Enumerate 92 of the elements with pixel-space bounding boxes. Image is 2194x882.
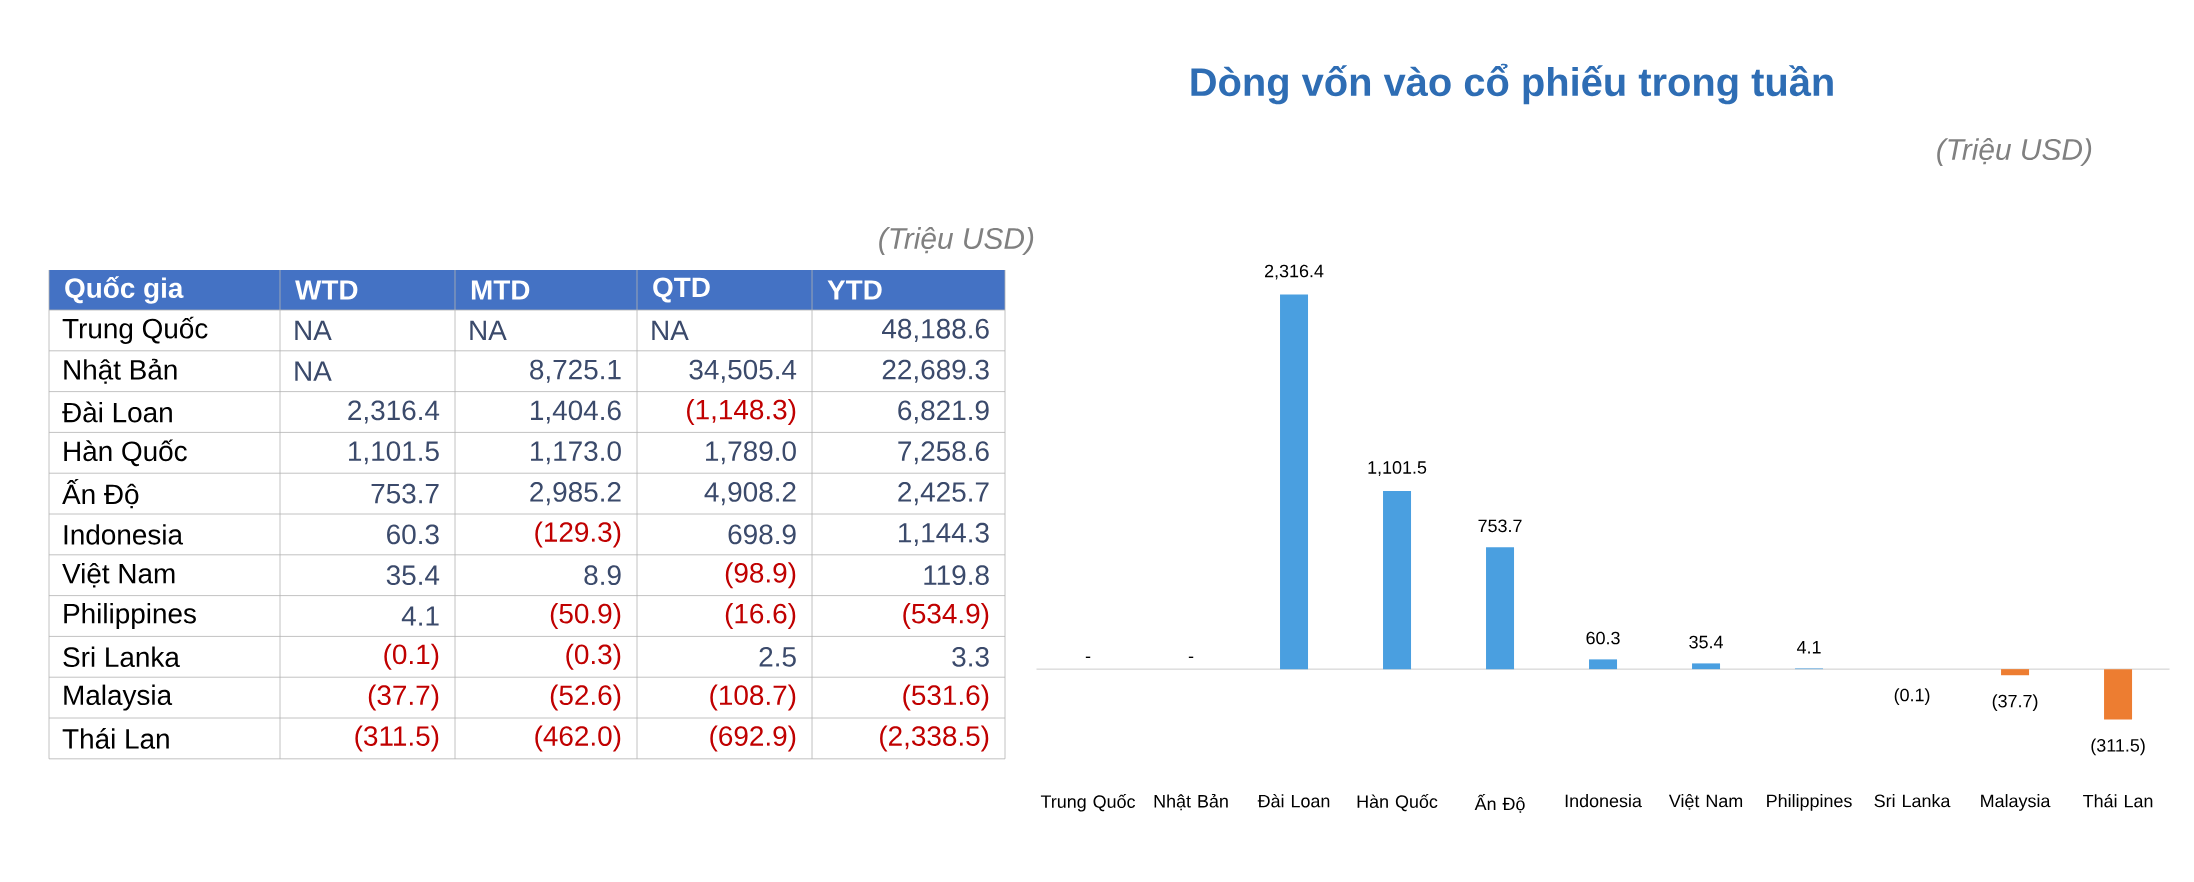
data-label: 60.3 (1586, 631, 1620, 645)
data-label: 7,258.6 (898, 441, 989, 465)
data-label: 35.4 (386, 565, 440, 586)
data-label: 22,689.3 (882, 359, 989, 383)
x-tick-label: Indonesia (1565, 794, 1642, 808)
data-label: 4.1 (401, 606, 439, 626)
category-label: Indonesia (64, 524, 184, 545)
data-label: (37.7) (368, 684, 439, 711)
data-label: (462.0) (535, 725, 621, 752)
data-label: 2,316.4 (348, 400, 440, 424)
bar (2104, 669, 2133, 720)
bar (1589, 659, 1618, 670)
data-label: 35.4 (1689, 635, 1723, 649)
data-label: (534.9) (903, 603, 989, 630)
data-label: 34,505.4 (689, 359, 797, 383)
data-label: 1,101.5 (349, 441, 439, 465)
text: - (1085, 656, 1091, 659)
text: QTD (653, 277, 710, 303)
data-label: 2,425.7 (898, 482, 989, 506)
data-label: 60.3 (387, 524, 439, 545)
data-label: (0.3) (566, 643, 621, 670)
bar (1280, 294, 1309, 670)
data-label: 1,144.3 (899, 522, 989, 546)
x-tick-label: Nhật Bản (1154, 794, 1228, 811)
text: YTD (827, 280, 882, 300)
data-label: (129.3) (535, 521, 621, 548)
x-tick-label: Malaysia (1981, 794, 2051, 811)
x-tick-label: Trung Quốc (1040, 794, 1136, 812)
data-label: (108.7) (710, 684, 796, 711)
x-tick-label: Philippines (1767, 794, 1852, 811)
x-tick-label: Thái Lan (2083, 794, 2153, 808)
data-label: (37.7) (1992, 694, 2038, 711)
bar (2001, 669, 2030, 676)
data-label: 3.3 (952, 646, 989, 667)
data-label: (311.5) (355, 725, 439, 752)
text: (Triệu USD) (879, 227, 1034, 255)
x-tick-label: Hàn Quốc (1357, 794, 1438, 812)
data-label: 2,316.4 (1265, 264, 1324, 280)
category-label: Thái Lan (62, 727, 169, 749)
text: Quốc gia (65, 276, 184, 304)
data-label: 698.9 (728, 524, 796, 545)
text: WTD (295, 280, 358, 300)
data-label: 1,173.0 (531, 441, 621, 465)
data-label: 8.9 (584, 565, 621, 586)
data-label: NA (295, 320, 332, 340)
data-label: NA (470, 320, 507, 340)
data-label: (0.1) (384, 643, 439, 670)
x-tick-label: Sri Lanka (1874, 794, 1951, 808)
category-label: Sri Lanka (63, 646, 180, 668)
data-label: 2,985.2 (530, 482, 621, 506)
text: - (1188, 656, 1194, 659)
x-tick-label: Việt Nam (1668, 794, 1743, 810)
data-label: 8,725.1 (530, 359, 621, 383)
category-label: Trung Quốc (62, 316, 208, 345)
data-label: (692.9) (710, 725, 796, 752)
category-label: Nhật Bản (64, 358, 177, 384)
data-label: (50.9) (550, 603, 621, 630)
data-label: 4.1 (1796, 641, 1821, 654)
bar (1486, 547, 1515, 670)
data-label: (16.6) (725, 603, 796, 630)
data-label: 1,101.5 (1368, 461, 1427, 476)
bar (1383, 490, 1412, 670)
category-label: Hàn Quốc (64, 439, 187, 467)
data-label: (2,338.5) (880, 725, 989, 752)
x-tick-label: Ấn Độ (1474, 794, 1525, 813)
bar (1692, 663, 1721, 670)
data-label: 753.7 (1478, 519, 1522, 533)
data-label: 119.8 (924, 565, 989, 586)
data-label: NA (652, 320, 689, 340)
chart-title: Dòng vốn vào cổ phiếu trong tuần (1191, 63, 1833, 105)
category-label: Ấn Độ (62, 478, 139, 509)
data-label: (52.6) (550, 684, 621, 711)
data-label: 1,789.0 (706, 441, 796, 465)
category-label: Đài Loan (62, 401, 172, 423)
data-label: 2.5 (759, 646, 796, 667)
data-label: 1,404.6 (531, 400, 621, 424)
category-label: Malaysia (64, 684, 173, 711)
text: MTD (471, 280, 530, 300)
data-label: 753.7 (371, 483, 439, 504)
data-label: 48,188.6 (882, 318, 989, 342)
category-label: Việt Nam (62, 562, 175, 588)
data-label: 4,908.2 (704, 482, 796, 506)
x-tick-label: Đài Loan (1257, 794, 1330, 808)
text: (Triệu USD) (1937, 138, 2092, 166)
data-label: (311.5) (2091, 738, 2145, 756)
data-label: 6,821.9 (898, 400, 989, 424)
data-label: (531.6) (903, 684, 989, 711)
category-label: Philippines (64, 603, 196, 629)
data-label: (1,148.3) (687, 399, 796, 426)
data-label: (0.1) (1894, 688, 1930, 705)
data-label: (98.9) (725, 562, 796, 589)
data-label: NA (295, 361, 332, 381)
